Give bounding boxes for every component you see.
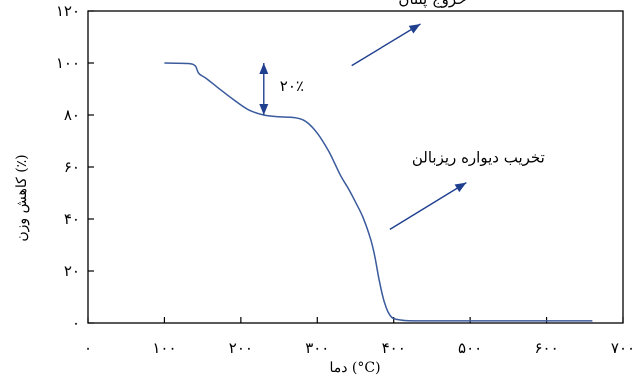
y-tick-label: ۰: [72, 314, 80, 332]
arrow-down-icon: [259, 104, 269, 115]
annotation-arrow: [351, 23, 421, 67]
arrow-head-icon: [408, 24, 421, 34]
y-tick-label: ۴۰: [64, 210, 80, 228]
x-tick-label: ۵۰۰: [458, 339, 482, 357]
y-tick-label: ۱۰۰: [56, 54, 80, 72]
x-axis-title: دما (°C): [329, 360, 380, 376]
x-tick-label: ۰: [84, 339, 92, 357]
x-tick-label: ۴۰۰: [382, 339, 406, 357]
annotation-label: تخریب دیواره ریزبالن: [412, 149, 545, 167]
x-axis-ticks: ۰ ۱۰۰ ۲۰۰ ۳۰۰ ۴۰۰ ۵۰۰ ۶۰۰ ۷۰۰: [84, 317, 635, 357]
annotation-label: خروج پنتان: [398, 0, 466, 9]
x-tick-label: ۲۰۰: [229, 339, 253, 357]
percent-label: ۲۰٪: [280, 77, 304, 95]
x-tick-label: ۷۰۰: [611, 339, 635, 357]
plot-frame: [87, 10, 624, 324]
x-tick-label: ۶۰۰: [534, 339, 558, 357]
arrow-head-icon: [454, 182, 467, 193]
x-tick-label: ۳۰۰: [305, 339, 329, 357]
y-tick-label: ۸۰: [64, 106, 80, 124]
annotations-layer: خروج پنتان تخریب دیواره ریزبالن ۲۰٪: [259, 0, 545, 230]
y-tick-label: ۲۰: [64, 262, 80, 280]
annotation-arrow: [389, 182, 467, 230]
arrow-up-icon: [259, 63, 269, 74]
series-layer: [164, 62, 593, 322]
weight-loss-line: [164, 62, 593, 322]
x-tick-label: ۱۰۰: [152, 339, 176, 357]
y-axis-title: کاهش وزن (٪): [14, 154, 30, 241]
y-tick-label: ۶۰: [64, 158, 80, 176]
y-tick-label: ۱۲۰: [56, 2, 80, 20]
y-axis-ticks: ۰ ۲۰ ۴۰ ۶۰ ۸۰ ۱۰۰ ۱۲۰: [56, 2, 94, 332]
